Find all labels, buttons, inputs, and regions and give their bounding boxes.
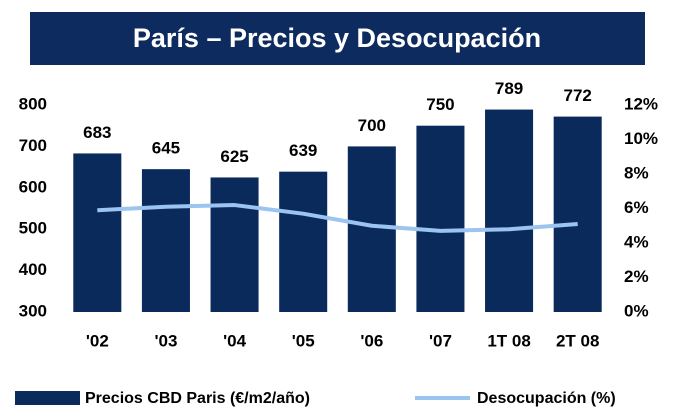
y-tick-label: 600 xyxy=(19,177,47,196)
y2-tick-label: 2% xyxy=(624,267,649,286)
y-tick-label: 500 xyxy=(19,219,47,238)
x-tick-label: 1T 08 xyxy=(487,331,530,350)
bar xyxy=(73,153,122,312)
data-label: 625 xyxy=(220,147,248,166)
chart-title: París – Precios y Desocupación xyxy=(133,23,541,53)
y2-tick-label: 0% xyxy=(624,301,649,320)
bar xyxy=(416,125,465,312)
legend-label: Precios CBD Paris (€/m2/año) xyxy=(85,390,310,407)
x-tick-label: '03 xyxy=(154,331,177,350)
y-tick-label: 400 xyxy=(19,260,47,279)
data-label: 789 xyxy=(495,79,523,98)
y2-tick-label: 10% xyxy=(624,129,658,148)
legend-label: Desocupación (%) xyxy=(477,390,616,407)
y2-tick-label: 6% xyxy=(624,198,649,217)
x-tick-label: '06 xyxy=(360,331,383,350)
x-tick-label: 2T 08 xyxy=(556,331,599,350)
data-label: 645 xyxy=(152,139,180,158)
bar xyxy=(485,109,534,312)
data-label: 700 xyxy=(358,116,386,135)
x-tick-label: '05 xyxy=(292,331,315,350)
x-tick-label: '07 xyxy=(429,331,452,350)
data-label: 683 xyxy=(83,123,111,142)
bar xyxy=(347,146,396,312)
data-label: 772 xyxy=(564,86,592,105)
bar xyxy=(553,116,602,312)
x-tick-label: '02 xyxy=(86,331,109,350)
legend-swatch xyxy=(15,391,80,405)
title-box xyxy=(30,12,645,65)
y-tick-label: 300 xyxy=(19,301,47,320)
y2-tick-label: 4% xyxy=(624,232,649,251)
line xyxy=(97,203,578,233)
data-label: 639 xyxy=(289,141,317,160)
x-tick-label: '04 xyxy=(223,331,246,350)
data-label: 750 xyxy=(426,95,454,114)
y-tick-label: 700 xyxy=(19,136,47,155)
y2-tick-label: 8% xyxy=(624,163,649,182)
bar xyxy=(141,169,190,312)
y-tick-label: 800 xyxy=(19,94,47,113)
bar xyxy=(279,171,328,312)
y2-tick-label: 12% xyxy=(624,94,658,113)
bar xyxy=(210,177,259,312)
